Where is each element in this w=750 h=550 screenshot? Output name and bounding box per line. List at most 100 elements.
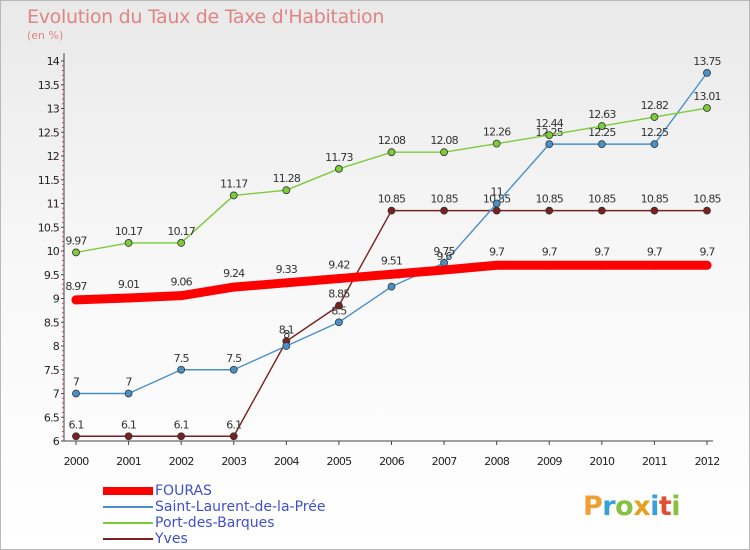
data-label-port-des-barques: 11.17 [220, 177, 248, 190]
logo-letter: o [615, 491, 634, 522]
data-label-fouras: 9.7 [542, 245, 558, 258]
data-label-saint-laurent-de-la-pree: 8 [283, 328, 290, 341]
data-point-port-des-barques [177, 239, 186, 247]
data-point-fouras [334, 274, 344, 284]
logo-letter: P [583, 491, 603, 522]
y-tick-label: 7 [53, 388, 60, 401]
data-label-port-des-barques: 9.97 [65, 234, 87, 247]
data-label-saint-laurent-de-la-pree: 8.5 [331, 304, 347, 317]
data-point-saint-laurent-de-la-pree [72, 389, 80, 398]
data-point-port-des-barques [335, 164, 343, 173]
data-label-yves: 10.85 [536, 193, 564, 206]
data-point-port-des-barques [124, 239, 133, 247]
data-label-saint-laurent-de-la-pree: 7.5 [174, 352, 190, 365]
data-label-yves: 8.1 [279, 323, 294, 336]
data-point-saint-laurent-de-la-pree [177, 365, 186, 374]
data-point-saint-laurent-de-la-pree [545, 140, 554, 149]
data-point-yves [335, 301, 343, 310]
data-label-port-des-barques: 13.01 [693, 90, 721, 103]
x-tick-label: 2001 [116, 455, 141, 468]
data-point-yves [229, 432, 238, 441]
y-tick-label: 13.5 [38, 79, 60, 92]
data-point-yves [440, 206, 448, 215]
data-label-port-des-barques: 10.17 [167, 225, 195, 238]
x-tick-label: 2010 [589, 455, 615, 468]
data-label-fouras: 9.42 [328, 259, 349, 272]
y-tick-label: 7.5 [44, 364, 60, 377]
data-point-fouras [649, 260, 659, 270]
data-point-saint-laurent-de-la-pree [492, 199, 501, 208]
data-point-port-des-barques [72, 248, 80, 257]
data-label-fouras: 9.06 [171, 276, 193, 289]
data-label-saint-laurent-de-la-pree: 7.5 [226, 352, 242, 365]
data-label-saint-laurent-de-la-pree: 12.25 [641, 126, 669, 139]
y-tick-label: 6 [53, 435, 60, 448]
x-tick-label: 2006 [379, 455, 405, 468]
logo-letter: x [633, 491, 651, 522]
legend-swatch [103, 522, 153, 524]
data-label-yves: 8.85 [328, 288, 350, 301]
data-label-saint-laurent-de-la-pree: 11 [490, 186, 502, 199]
data-point-saint-laurent-de-la-pree [597, 140, 606, 149]
series-line-yves [75, 209, 708, 437]
data-point-port-des-barques [650, 113, 659, 121]
data-label-fouras: 9.51 [381, 254, 402, 267]
data-label-fouras: 9.33 [276, 263, 298, 276]
x-tick-label: 2000 [64, 455, 90, 468]
data-label-port-des-barques: 11.73 [325, 151, 353, 164]
data-label-yves: 6.1 [121, 418, 136, 431]
x-tick-label: 2004 [274, 455, 300, 468]
data-point-yves [650, 206, 659, 215]
data-label-port-des-barques: 12.44 [536, 117, 564, 130]
data-label-yves: 6.1 [68, 418, 83, 431]
y-tick-label: 13 [47, 103, 60, 116]
data-point-fouras [176, 291, 186, 301]
y-tick-label: 9 [53, 293, 60, 306]
data-point-port-des-barques [387, 148, 396, 157]
x-tick-label: 2003 [221, 455, 247, 468]
data-point-saint-laurent-de-la-pree [124, 389, 133, 398]
data-point-fouras [387, 269, 396, 279]
data-point-saint-laurent-de-la-pree [282, 342, 291, 350]
data-point-yves [545, 206, 554, 215]
legend-label: Port-des-Barques [155, 515, 275, 531]
data-point-port-des-barques [545, 131, 554, 140]
data-point-saint-laurent-de-la-pree [335, 318, 343, 327]
data-label-yves: 10.85 [378, 193, 406, 206]
data-point-fouras [702, 260, 712, 270]
data-point-fouras [124, 293, 134, 303]
y-tick-label: 8 [53, 340, 60, 353]
x-tick-label: 2007 [432, 455, 458, 468]
y-tick-label: 14 [47, 55, 60, 68]
data-label-port-des-barques: 11.28 [273, 172, 301, 185]
data-label-fouras: 9.7 [594, 245, 610, 258]
data-label-yves: 10.85 [641, 193, 669, 206]
data-label-fouras: 9.7 [699, 245, 715, 258]
legend-swatch [103, 487, 153, 495]
data-point-saint-laurent-de-la-pree [703, 68, 711, 77]
data-label-saint-laurent-de-la-pree: 7 [125, 376, 132, 389]
x-tick-label: 2005 [327, 455, 353, 468]
data-label-fouras: 9.7 [647, 245, 663, 258]
data-label-fouras: 9.24 [223, 267, 245, 280]
data-point-fouras [71, 295, 81, 305]
y-tick-label: 11.5 [38, 174, 60, 187]
data-label-fouras: 8.97 [65, 280, 87, 293]
data-label-yves: 10.85 [430, 193, 458, 206]
legend-swatch [103, 538, 153, 540]
y-tick-label: 9.5 [44, 269, 60, 282]
data-label-port-des-barques: 12.63 [588, 108, 616, 121]
data-point-yves [492, 206, 501, 215]
data-point-port-des-barques [492, 139, 501, 148]
data-label-port-des-barques: 12.26 [483, 126, 511, 139]
legend-label: Yves [155, 531, 188, 547]
data-label-yves: 6.1 [226, 418, 241, 431]
y-tick-label: 12 [47, 150, 59, 163]
logo-letter: r [602, 491, 616, 522]
data-label-saint-laurent-de-la-pree: 13.75 [693, 55, 721, 68]
data-label-yves: 10.85 [483, 193, 511, 206]
legend-label: FOURAS [155, 483, 212, 499]
data-point-yves [387, 206, 396, 215]
x-tick-label: 2009 [537, 455, 563, 468]
